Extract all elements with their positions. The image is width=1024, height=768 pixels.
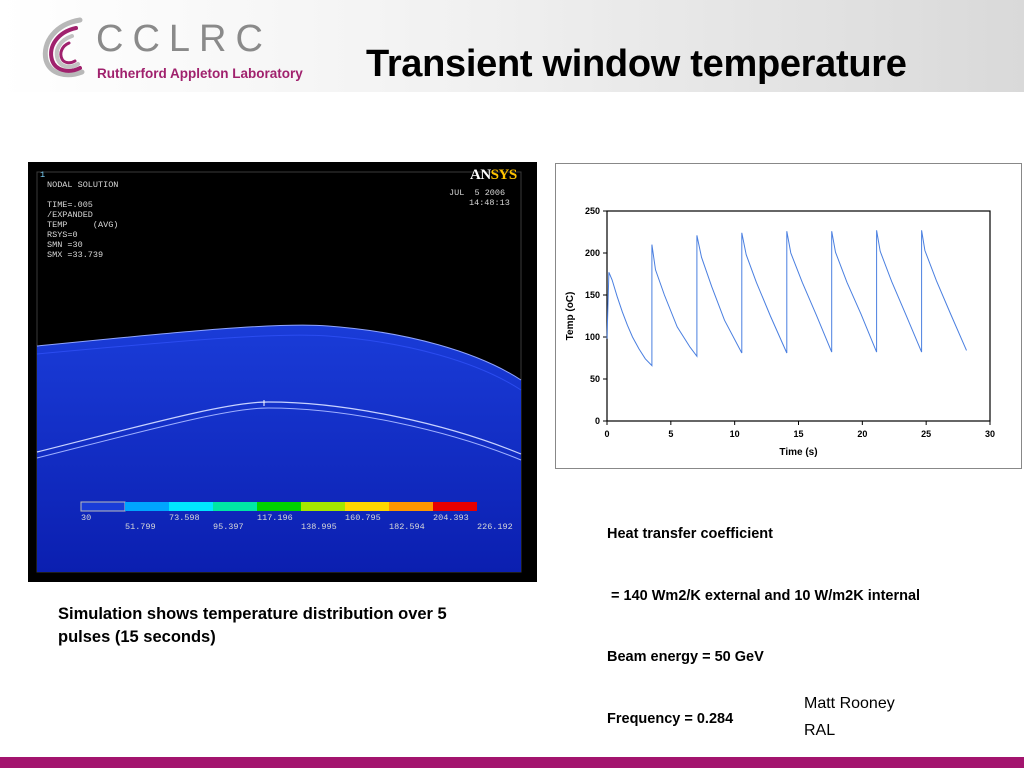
footer-bar <box>0 757 1024 768</box>
info-line: = 140 Wm2/K external and 10 W/m2K intern… <box>607 587 921 604</box>
legend-swatch <box>433 502 477 511</box>
legend-label-top: 204.393 <box>433 513 469 523</box>
x-tick-label: 0 <box>604 429 609 439</box>
legend-label-top: 117.196 <box>257 513 293 523</box>
parameters-text: Heat transfer coefficient = 140 Wm2/K ex… <box>607 483 920 750</box>
x-tick-label: 10 <box>730 429 740 439</box>
ansys-info-line: TIME=.005 <box>47 200 93 210</box>
y-tick-label: 0 <box>595 416 600 426</box>
y-tick-label: 100 <box>585 332 600 342</box>
legend-label-top: 160.795 <box>345 513 381 523</box>
info-line: Heat transfer coefficient <box>607 526 773 542</box>
legend-label-bottom: 182.594 <box>389 522 425 532</box>
y-axis-label: Temp (oC) <box>565 292 576 341</box>
ansys-info-line: SMX =33.739 <box>47 250 104 260</box>
info-line: Beam energy = 50 GeV <box>607 649 764 665</box>
legend-swatch <box>389 502 433 511</box>
window-body <box>37 325 521 572</box>
step-number: 1 <box>40 170 46 180</box>
author-org: RAL <box>804 722 836 739</box>
ansys-info-line <box>47 190 118 200</box>
legend-label-bottom: 138.995 <box>301 522 337 532</box>
legend-label-top: 73.598 <box>169 513 200 523</box>
info-line: Frequency = 0.284 <box>607 710 734 727</box>
legend-label-top: 30 <box>81 513 92 523</box>
ansys-info-line: NODAL SOLUTION <box>47 180 119 190</box>
plot-area <box>606 210 991 422</box>
logo-subtitle: Rutherford Appleton Laboratory <box>97 66 303 81</box>
ansys-info-line: TEMP (AVG) <box>47 220 119 230</box>
ansys-time: 14:48:13 <box>469 198 510 208</box>
legend-swatch <box>80 501 126 512</box>
author-block: Matt Rooney RAL <box>804 690 895 744</box>
x-tick-label: 25 <box>921 429 931 439</box>
color-legend-bar <box>80 501 477 512</box>
temperature-series-line <box>606 230 967 367</box>
page-title: Transient window temperature <box>366 43 907 85</box>
logo-name: CCLRC <box>96 18 272 60</box>
simulation-plot <box>36 171 522 573</box>
y-tick-label: 150 <box>585 290 600 300</box>
legend-label-bottom: 226.192 <box>477 522 513 532</box>
cclrc-swirl-logo-icon <box>42 17 85 78</box>
simulation-caption: Simulation shows temperature distributio… <box>58 605 447 646</box>
legend-swatch <box>169 502 213 511</box>
ansys-logo: ANSYS <box>470 167 517 183</box>
legend-swatch <box>257 502 301 511</box>
ansys-date: JUL 5 2006 <box>449 188 506 198</box>
ansys-info-line: /EXPANDED <box>47 210 93 220</box>
window-outer-edge <box>36 324 522 381</box>
window-inner-edge <box>36 401 522 455</box>
legend-swatch <box>213 502 257 511</box>
x-tick-label: 15 <box>793 429 803 439</box>
legend-swatch <box>345 502 389 511</box>
temperature-chart-svg: 0 5 10 15 20 25 30 0 50 100 150 200 250 Time (s) Temp … <box>565 206 995 458</box>
ansys-simulation-image: 1 NODAL SOLUTION TIME=.005/EXPANDED TEMP … <box>28 162 537 582</box>
legend-label-bottom: 51.799 <box>125 522 156 532</box>
y-tick-label: 250 <box>585 206 600 216</box>
ansys-info-text: NODAL SOLUTION TIME=.005/EXPANDED TEMP (A… <box>47 180 118 260</box>
legend-swatch <box>125 502 169 511</box>
ansys-info-line: RSYS=0 <box>47 230 78 240</box>
y-tick-label: 200 <box>585 248 600 258</box>
window-inner-edge-2 <box>36 407 522 461</box>
header-bar: CCLRC Rutherford Appleton Laboratory Tra… <box>0 0 1024 92</box>
x-tick-label: 30 <box>985 429 995 439</box>
x-axis-label: Time (s) <box>779 447 817 458</box>
x-tick-label: 20 <box>857 429 867 439</box>
ansys-info-line: SMN =30 <box>47 240 83 250</box>
window-inner-band <box>36 334 522 391</box>
y-tick-label: 50 <box>590 374 600 384</box>
cclrc-logo: CCLRC Rutherford Appleton Laboratory <box>36 12 303 88</box>
x-tick-label: 5 <box>668 429 673 439</box>
legend-swatch <box>301 502 345 511</box>
temperature-chart: 0 5 10 15 20 25 30 0 50 100 150 200 250 Time (s) Temp … <box>555 163 1022 469</box>
author-name: Matt Rooney <box>804 695 895 712</box>
legend-label-bottom: 95.397 <box>213 522 244 532</box>
